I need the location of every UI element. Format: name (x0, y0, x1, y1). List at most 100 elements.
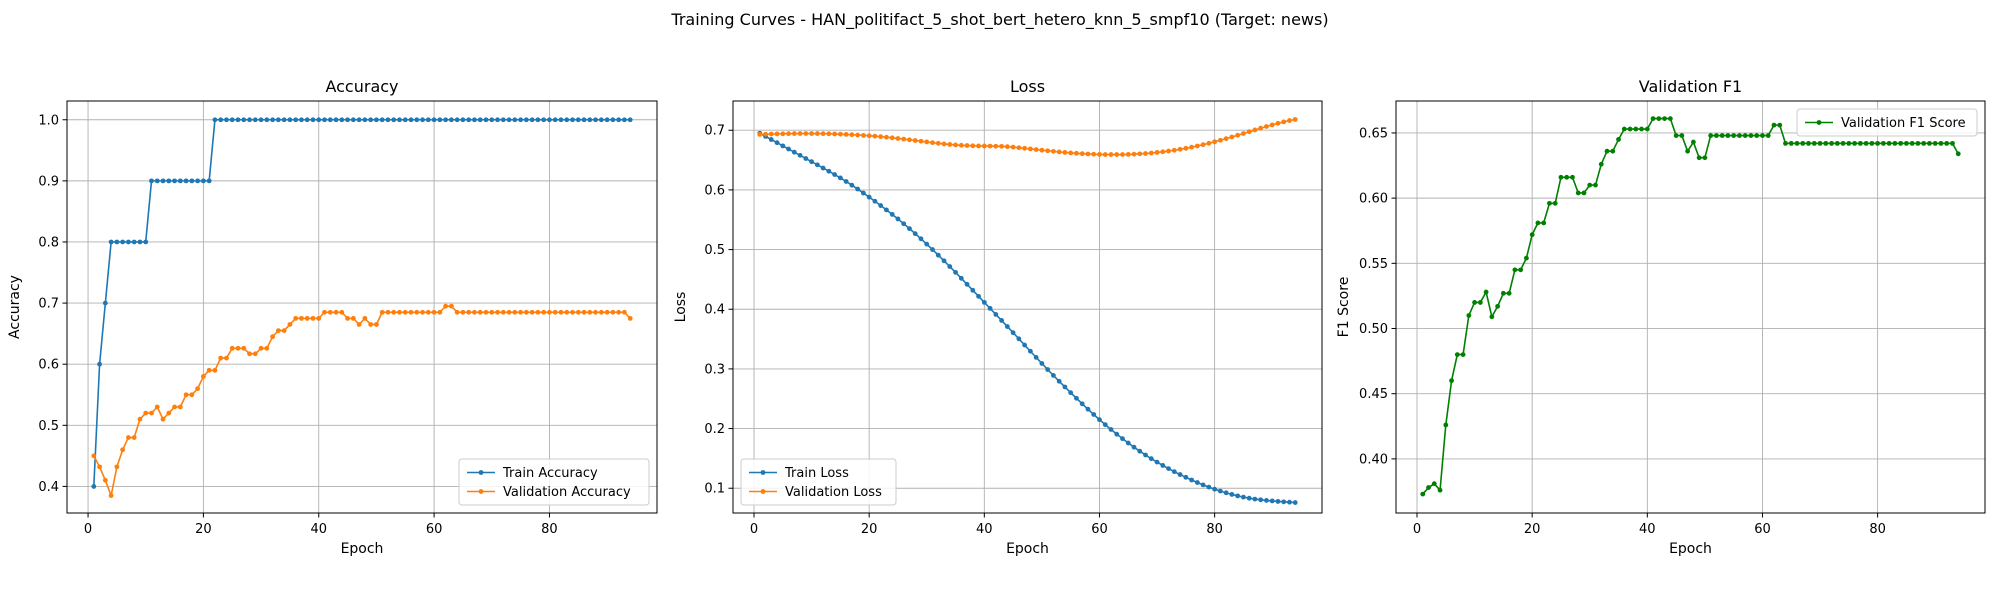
data-point (1258, 497, 1263, 502)
x-tick-label: 80 (1869, 522, 1886, 537)
data-point (1466, 313, 1471, 318)
data-point (420, 117, 425, 122)
data-point (890, 212, 895, 217)
data-point (1045, 148, 1050, 153)
data-point (299, 117, 304, 122)
data-point (970, 288, 975, 293)
data-point (1137, 449, 1142, 454)
data-point (809, 131, 814, 136)
data-point (1195, 480, 1200, 485)
data-point (149, 178, 154, 183)
data-point (605, 310, 610, 315)
data-point (861, 133, 866, 138)
data-point (1016, 145, 1021, 150)
data-point (965, 143, 970, 148)
data-point (959, 143, 964, 148)
data-point (530, 117, 535, 122)
data-point (461, 310, 466, 315)
data-point (189, 392, 194, 397)
y-tick-label: 0.8 (38, 235, 59, 250)
data-point (1829, 141, 1834, 146)
data-point (1091, 412, 1096, 417)
data-point (1039, 148, 1044, 153)
data-point (478, 310, 483, 315)
data-point (867, 133, 872, 138)
data-point (924, 242, 929, 247)
data-point (391, 117, 396, 122)
data-point (1858, 141, 1863, 146)
data-point (1553, 201, 1558, 206)
chart-title: Accuracy (325, 77, 398, 96)
data-point (264, 117, 269, 122)
data-point (536, 117, 541, 122)
data-point (126, 240, 131, 245)
data-point (1662, 116, 1667, 121)
data-point (942, 142, 947, 147)
data-point (1731, 133, 1736, 138)
data-point (1881, 141, 1886, 146)
data-point (1028, 349, 1033, 354)
x-tick-label: 40 (1639, 522, 1656, 537)
data-point (328, 310, 333, 315)
data-point (1149, 456, 1154, 461)
data-point (143, 411, 148, 416)
data-point (1039, 361, 1044, 366)
data-point (965, 282, 970, 287)
data-point (299, 316, 304, 321)
data-point (276, 117, 281, 122)
data-point (947, 264, 952, 269)
data-point (380, 310, 385, 315)
data-point (1478, 300, 1483, 305)
data-point (1097, 417, 1102, 422)
data-point (861, 191, 866, 196)
y-tick-label: 0.7 (704, 124, 725, 139)
data-point (1777, 123, 1782, 128)
data-point (241, 346, 246, 351)
data-point (769, 132, 774, 137)
data-point (570, 310, 575, 315)
data-point (1656, 116, 1661, 121)
data-point (616, 310, 621, 315)
chart-panel-1: 0 20 40 60 800.40.50.60.70.80.91.0AccuracyEp… (7, 77, 657, 557)
data-point (1754, 133, 1759, 138)
data-point (1685, 149, 1690, 154)
data-point (1812, 141, 1817, 146)
data-point (109, 493, 114, 498)
y-tick-label: 0.4 (38, 480, 59, 495)
data-point (236, 117, 241, 122)
data-point (472, 117, 477, 122)
data-point (149, 411, 154, 416)
data-point (178, 178, 183, 183)
data-point (1950, 141, 1955, 146)
data-point (1028, 147, 1033, 152)
data-point (936, 253, 941, 258)
data-point (495, 117, 500, 122)
legend-swatch-marker (479, 489, 484, 494)
data-point (409, 310, 414, 315)
data-point (1616, 137, 1621, 142)
data-point (1501, 291, 1506, 296)
data-point (838, 132, 843, 137)
data-point (97, 464, 102, 469)
y-tick-label: 0.6 (38, 358, 59, 373)
data-point (1461, 352, 1466, 357)
data-point (466, 310, 471, 315)
data-point (1005, 324, 1010, 329)
data-point (1132, 445, 1137, 450)
data-point (414, 117, 419, 122)
data-point (1869, 141, 1874, 146)
data-point (507, 117, 512, 122)
data-point (259, 117, 264, 122)
data-point (1155, 460, 1160, 465)
data-point (570, 117, 575, 122)
data-point (1536, 221, 1541, 226)
data-point (821, 131, 826, 136)
data-point (1668, 116, 1673, 121)
data-point (1743, 133, 1748, 138)
data-point (414, 310, 419, 315)
data-point (1253, 497, 1258, 502)
data-point (1898, 141, 1903, 146)
data-point (1218, 489, 1223, 494)
data-point (890, 135, 895, 140)
